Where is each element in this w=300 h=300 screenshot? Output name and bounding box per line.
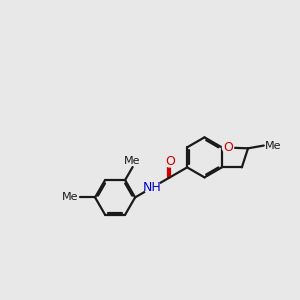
Text: Me: Me — [265, 140, 282, 151]
Text: O: O — [223, 141, 233, 154]
Circle shape — [222, 142, 234, 153]
Text: NH: NH — [143, 181, 162, 194]
Text: Me: Me — [62, 192, 79, 203]
Text: Me: Me — [124, 156, 141, 166]
Circle shape — [164, 156, 176, 167]
Text: O: O — [165, 155, 175, 168]
Circle shape — [145, 179, 160, 195]
